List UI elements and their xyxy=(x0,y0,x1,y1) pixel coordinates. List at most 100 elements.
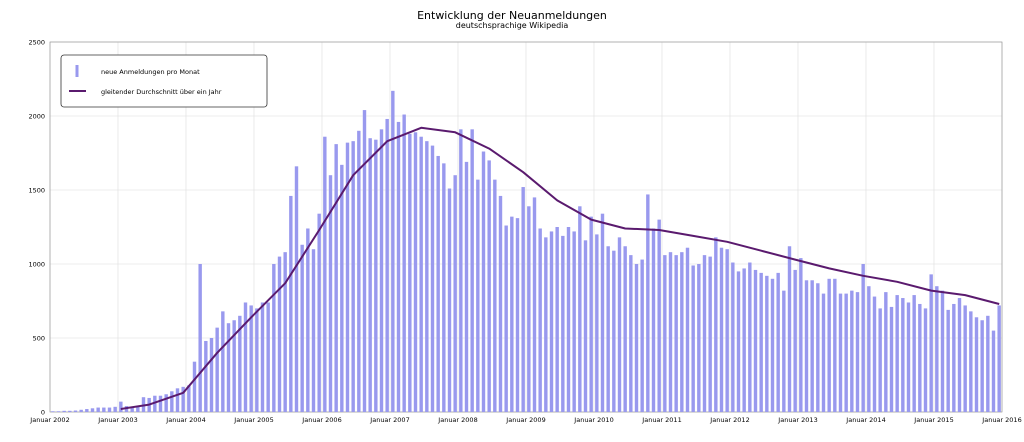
bar xyxy=(929,274,933,412)
bar xyxy=(413,132,418,412)
bar xyxy=(62,410,66,412)
bar xyxy=(442,163,446,412)
bar xyxy=(787,246,792,412)
bar xyxy=(96,407,100,412)
bar xyxy=(532,197,537,412)
bar xyxy=(334,144,338,412)
bar xyxy=(997,305,1001,412)
moving-average-line xyxy=(120,126,1000,410)
bar xyxy=(957,298,962,412)
bar xyxy=(884,292,888,412)
y-axis: 0 500 1000 1500 2000 2500 xyxy=(28,39,45,417)
x-tick-label: Januar 2016 xyxy=(981,416,1021,424)
bar xyxy=(243,302,248,412)
bar xyxy=(51,411,55,412)
bar xyxy=(425,141,429,412)
bar xyxy=(209,338,214,412)
bar xyxy=(187,385,191,412)
bar xyxy=(283,252,287,412)
bar xyxy=(623,246,627,412)
y-tick-label: 1000 xyxy=(28,261,45,269)
bar xyxy=(515,218,520,412)
bar xyxy=(68,410,72,412)
bar xyxy=(544,237,548,412)
bar xyxy=(685,247,690,412)
legend-bar-swatch xyxy=(75,65,79,77)
bar xyxy=(385,118,389,413)
bar xyxy=(130,406,134,412)
bar xyxy=(583,240,588,412)
bar xyxy=(680,252,684,412)
bar xyxy=(555,227,559,412)
bar xyxy=(901,298,905,412)
legend: neue Anmeldungen pro Monat gleitender Du… xyxy=(60,54,268,108)
bar xyxy=(436,155,440,412)
legend-line-label: gleitender Durchschnitt über ein Jahr xyxy=(101,88,222,96)
bar xyxy=(419,136,423,412)
bar xyxy=(833,278,837,412)
bar xyxy=(119,401,123,412)
y-tick-label: 500 xyxy=(33,335,45,343)
bar-series xyxy=(51,90,1001,413)
plot-area-border xyxy=(49,41,1003,413)
bar xyxy=(85,409,89,412)
bar xyxy=(589,216,593,412)
bar xyxy=(391,90,395,412)
bar xyxy=(872,296,877,412)
y-tick-label: 2500 xyxy=(28,39,45,47)
bar xyxy=(113,406,117,412)
x-tick-label: Januar 2011 xyxy=(641,416,681,424)
bar xyxy=(170,391,174,412)
bar xyxy=(158,395,163,412)
bar xyxy=(918,303,922,412)
bar xyxy=(923,308,928,412)
bar xyxy=(861,264,865,412)
bar xyxy=(974,317,979,412)
bar xyxy=(759,272,763,412)
bar xyxy=(294,166,299,412)
bar xyxy=(799,258,803,412)
bar xyxy=(238,315,242,412)
x-tick-label: Januar 2013 xyxy=(777,416,817,424)
bar xyxy=(345,142,350,412)
bar xyxy=(90,408,95,412)
bar xyxy=(204,340,208,412)
bar xyxy=(464,161,469,412)
x-tick-label: Januar 2007 xyxy=(369,416,409,424)
bar xyxy=(221,311,225,412)
bar xyxy=(793,269,797,412)
bar xyxy=(487,160,491,412)
bar xyxy=(980,320,984,412)
bar xyxy=(782,290,786,412)
bar xyxy=(674,255,678,412)
bar xyxy=(549,231,554,412)
bar xyxy=(969,311,973,412)
bar xyxy=(476,179,480,412)
bar xyxy=(816,283,820,412)
bar xyxy=(323,136,327,412)
bar xyxy=(266,302,270,412)
bar xyxy=(657,219,661,412)
bar xyxy=(164,394,168,412)
bar xyxy=(368,138,372,412)
bar xyxy=(850,290,854,412)
bar xyxy=(838,293,843,412)
bar xyxy=(606,246,610,412)
bar xyxy=(878,308,882,412)
bar xyxy=(600,213,605,412)
bar xyxy=(566,227,571,412)
bar xyxy=(963,305,967,412)
bar xyxy=(362,110,367,412)
x-tick-label: Januar 2002 xyxy=(29,416,69,424)
bar xyxy=(198,264,202,412)
bar xyxy=(107,407,112,412)
bar xyxy=(935,286,939,412)
bar xyxy=(742,268,746,412)
bar xyxy=(408,133,412,412)
bar xyxy=(306,228,310,412)
bar xyxy=(181,386,185,412)
bar xyxy=(249,305,253,412)
bar xyxy=(277,256,282,412)
bar xyxy=(634,264,639,412)
